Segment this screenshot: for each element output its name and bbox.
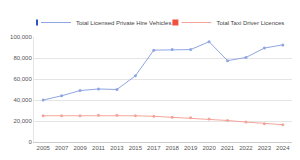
svg-text:2011: 2011 — [92, 145, 106, 151]
svg-text:Total Taxi Driver Licences: Total Taxi Driver Licences — [216, 20, 284, 26]
svg-text:2009: 2009 — [73, 145, 87, 151]
svg-text:2023: 2023 — [258, 145, 272, 151]
svg-text:2022: 2022 — [239, 145, 253, 151]
svg-text:2019: 2019 — [184, 145, 198, 151]
svg-text:100,000: 100,000 — [10, 34, 32, 40]
svg-text:2020: 2020 — [202, 145, 216, 151]
svg-text:2013: 2013 — [110, 145, 124, 151]
svg-text:80,000: 80,000 — [13, 55, 32, 61]
svg-text:20,000: 20,000 — [13, 118, 32, 124]
svg-text:40,000: 40,000 — [13, 97, 32, 103]
svg-text:2024: 2024 — [276, 145, 290, 151]
svg-text:Total Licensed Private Hire Ve: Total Licensed Private Hire Vehicles — [76, 20, 171, 26]
svg-text:2015: 2015 — [129, 145, 143, 151]
svg-text:60,000: 60,000 — [13, 76, 32, 82]
svg-text:2017: 2017 — [147, 145, 161, 151]
svg-text:0: 0 — [28, 139, 32, 145]
svg-text:2018: 2018 — [166, 145, 180, 151]
svg-text:2005: 2005 — [37, 145, 51, 151]
svg-text:2021: 2021 — [221, 145, 235, 151]
svg-text:2007: 2007 — [55, 145, 69, 151]
